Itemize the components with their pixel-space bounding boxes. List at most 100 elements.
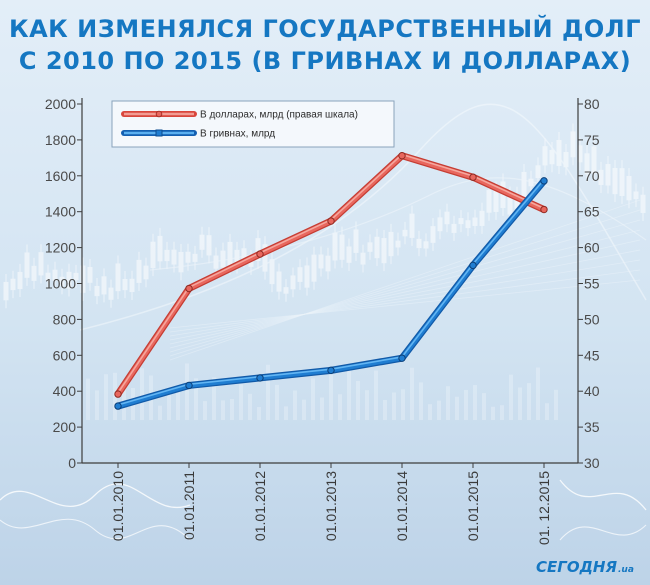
decor-volume-bar xyxy=(320,397,324,420)
decor-candle xyxy=(584,153,590,175)
decor-candle xyxy=(115,263,121,292)
decor-volume-bar xyxy=(509,374,513,420)
right-tick-label: 45 xyxy=(584,347,600,363)
series-usd-point xyxy=(469,173,477,181)
decor-candle xyxy=(563,152,569,168)
decor-volume-bar xyxy=(437,400,441,420)
decor-volume-bar xyxy=(311,378,315,420)
decor-volume-bar xyxy=(464,389,468,420)
decor-candle xyxy=(346,246,352,263)
decor-candle xyxy=(381,238,387,264)
right-tick-label: 75 xyxy=(584,132,600,148)
decor-candle xyxy=(367,242,373,252)
decor-volume-bar xyxy=(104,374,108,420)
decor-candle xyxy=(101,276,107,295)
decor-volume-bar xyxy=(293,390,297,420)
right-tick-label: 70 xyxy=(584,168,600,184)
decor-volume-bar xyxy=(140,368,144,420)
decor-candle xyxy=(521,171,527,198)
series-uah-point xyxy=(256,374,264,382)
decor-candle xyxy=(619,168,625,196)
series-uah-point xyxy=(114,402,122,410)
series-usd-point xyxy=(185,284,193,293)
x-tick-label: 01.01.2015 xyxy=(465,471,481,541)
decor-curve xyxy=(79,103,647,331)
decor-candle xyxy=(164,249,170,262)
decor-candle xyxy=(542,146,548,166)
series-usd-point xyxy=(540,205,548,214)
decor-candle xyxy=(311,254,317,282)
decor-volume-bar xyxy=(473,385,477,420)
legend-box xyxy=(111,100,395,148)
decor-candle xyxy=(318,254,324,269)
x-tick-label: 01.01.2014 xyxy=(394,471,410,541)
decor-volume-bar xyxy=(500,405,504,420)
decor-candle xyxy=(3,281,9,301)
decor-ray xyxy=(169,259,641,337)
decor-candle xyxy=(465,220,471,229)
right-tick-label: 30 xyxy=(584,455,600,471)
decor-volume-bar xyxy=(482,393,486,420)
decor-candle xyxy=(213,255,219,269)
decor-volume-bar xyxy=(329,374,333,420)
decor-volume-bar xyxy=(374,370,378,420)
left-axis-ticks: 0 200 400 600 800 1000 1200 1400 1600 1800 2000 xyxy=(45,96,82,471)
x-tick-label: 01.01.2013 xyxy=(323,471,339,541)
decor-volume-bar xyxy=(248,393,252,420)
series-uah-point xyxy=(327,366,335,375)
left-tick-label: 1800 xyxy=(45,132,76,148)
decor-volume-bar xyxy=(365,390,369,420)
left-tick-label: 800 xyxy=(53,311,77,327)
right-tick-label: 65 xyxy=(584,204,600,220)
decor-ray xyxy=(169,209,641,357)
decor-candle xyxy=(297,267,303,282)
legend-uah-marker xyxy=(155,129,163,137)
decor-candle xyxy=(262,244,268,272)
decor-volume-bar xyxy=(545,403,549,420)
decor-candle xyxy=(374,236,380,259)
series-usd-point xyxy=(256,250,264,258)
decor-volume-bar xyxy=(257,407,261,420)
decor-wave xyxy=(0,518,191,541)
decor-candle xyxy=(108,287,114,300)
decor-volume-bar xyxy=(194,378,198,420)
legend: В долларах, млрд (правая шкала) В гривна… xyxy=(111,100,395,148)
left-tick-label: 2000 xyxy=(45,96,76,112)
series-uah-point xyxy=(398,354,406,362)
left-tick-label: 1200 xyxy=(45,240,76,256)
decor-volume-bar xyxy=(428,404,432,420)
legend-usd-label: В долларах, млрд (правая шкала) xyxy=(200,110,358,121)
decor-candle xyxy=(598,169,604,186)
right-tick-label: 40 xyxy=(584,383,600,399)
decor-candle xyxy=(227,241,233,267)
decor-candle xyxy=(409,213,415,238)
decor-candle xyxy=(339,234,345,260)
decor-candle xyxy=(129,278,135,293)
series-layer xyxy=(114,151,548,410)
decor-candle xyxy=(395,240,401,248)
decor-candle xyxy=(290,275,296,290)
decor-candle xyxy=(52,269,58,281)
decor-candle xyxy=(234,249,240,266)
decor-volume-bar xyxy=(95,390,99,420)
axes xyxy=(81,98,579,464)
decor-candle xyxy=(199,234,205,250)
decor-candle xyxy=(388,231,394,257)
decor-volume-bar xyxy=(230,398,234,420)
decor-volume-bar xyxy=(266,364,270,420)
decor-candle xyxy=(206,235,212,256)
decor-candle xyxy=(178,251,184,273)
left-tick-label: 1400 xyxy=(45,204,76,220)
decor-candle xyxy=(66,271,72,289)
decor-ray xyxy=(169,279,641,329)
decor-volume-bar xyxy=(185,363,189,420)
decor-volume-bar xyxy=(491,406,495,420)
left-tick-label: 1000 xyxy=(45,276,76,292)
decor-candle xyxy=(416,238,422,249)
decor-volume-bar xyxy=(356,381,360,420)
decor-ray xyxy=(169,249,641,341)
decor-candle xyxy=(24,252,30,278)
right-tick-label: 80 xyxy=(584,96,600,112)
